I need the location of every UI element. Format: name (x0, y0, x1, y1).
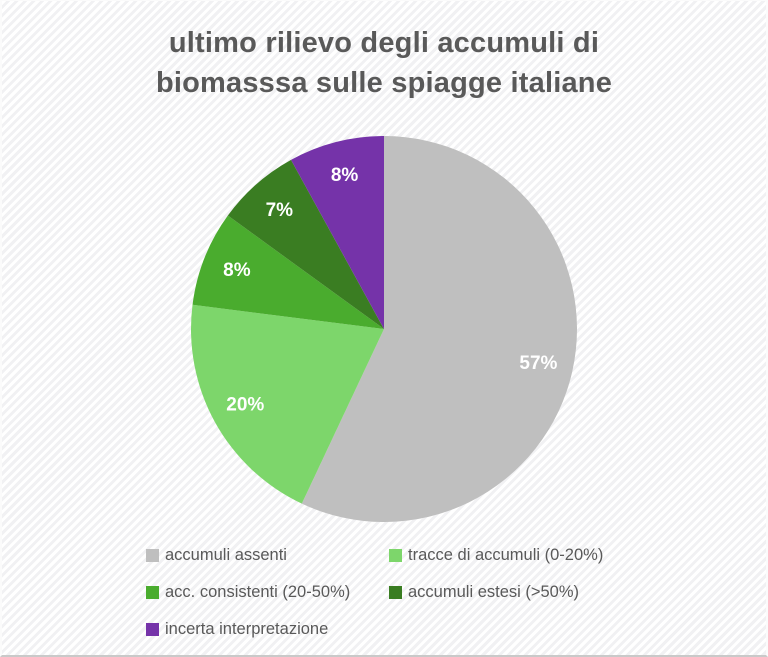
legend-swatch-icon (146, 622, 159, 636)
legend-item-4: incerta interpretazione (146, 620, 389, 638)
legend-swatch-icon (146, 585, 159, 599)
chart-title-line2: biomasssa sulle spiagge italiane (155, 67, 613, 99)
legend-swatch-icon (389, 548, 402, 562)
legend-item-3: accumuli estesi (>50%) (389, 583, 603, 601)
legend-label: accumuli assenti (165, 546, 287, 564)
chart-title: ultimo rilievo degli accumuli di biomass… (2, 23, 766, 103)
pie-slice-3 (227, 159, 384, 329)
legend-label: accumuli estesi (>50%) (408, 583, 580, 601)
legend: accumuli assenti tracce di accumuli (0-20… (146, 546, 603, 638)
pie-slice-label-2: 8% (223, 260, 251, 281)
pie-slice-label-0: 57% (519, 353, 557, 374)
pie-slice-label-3: 7% (266, 200, 294, 221)
legend-item-0: accumuli assenti (146, 546, 389, 564)
legend-swatch-icon (146, 548, 159, 562)
legend-swatch-icon (389, 585, 402, 599)
legend-item-1: tracce di accumuli (0-20%) (389, 546, 603, 564)
pie-slice-label-4: 8% (331, 165, 359, 186)
pie-slice-2 (192, 215, 384, 329)
pie-slice-1 (190, 304, 384, 504)
pie-slice-label-1: 20% (226, 395, 264, 416)
legend-label: tracce di accumuli (0-20%) (408, 546, 604, 564)
legend-label: incerta interpretazione (165, 620, 329, 638)
pie-slice-4 (291, 136, 384, 329)
chart-title-line1: ultimo rilievo degli accumuli di (168, 27, 600, 59)
pie-slice-0 (301, 136, 577, 522)
legend-item-2: acc. consistenti (20-50%) (146, 583, 389, 601)
legend-label: acc. consistenti (20-50%) (165, 583, 351, 601)
